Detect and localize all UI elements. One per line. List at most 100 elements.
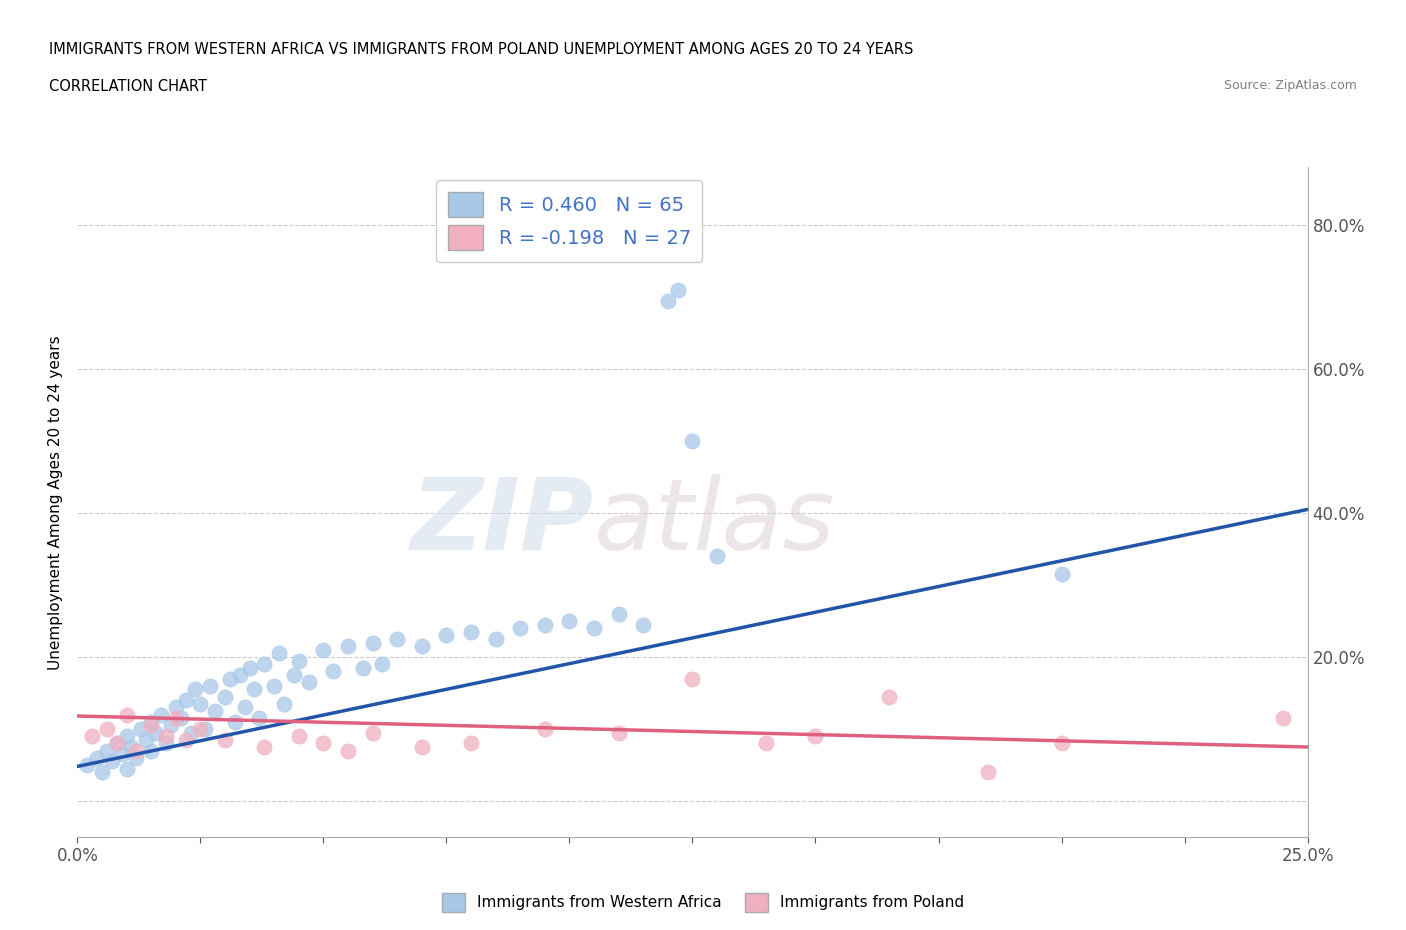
Point <box>121 739 143 754</box>
Point <box>150 707 173 722</box>
Point <box>228 668 252 683</box>
Point <box>337 639 360 654</box>
Point <box>233 700 256 715</box>
Point <box>361 725 384 740</box>
Point <box>125 743 148 758</box>
Point <box>165 711 187 725</box>
Point <box>1050 736 1073 751</box>
Point <box>115 729 138 744</box>
Point <box>312 643 335 658</box>
Point <box>96 743 118 758</box>
Point <box>269 646 291 661</box>
Point <box>298 675 321 690</box>
Point <box>188 722 212 737</box>
Point <box>755 736 778 751</box>
Point <box>86 751 108 765</box>
Point <box>155 736 177 751</box>
Point <box>385 631 409 646</box>
Text: IMMIGRANTS FROM WESTERN AFRICA VS IMMIGRANTS FROM POLAND UNEMPLOYMENT AMONG AGES: IMMIGRANTS FROM WESTERN AFRICA VS IMMIGR… <box>49 42 914 57</box>
Point <box>115 707 138 722</box>
Point <box>283 668 305 683</box>
Point <box>188 697 212 711</box>
Point <box>115 761 138 776</box>
Point <box>204 704 226 719</box>
Point <box>96 722 118 737</box>
Text: atlas: atlas <box>595 473 835 571</box>
Point <box>160 718 183 733</box>
Point <box>485 631 508 646</box>
Point <box>509 620 531 635</box>
Point <box>165 700 187 715</box>
Point <box>76 758 98 773</box>
Point <box>411 739 433 754</box>
Point <box>804 729 827 744</box>
Point <box>145 725 167 740</box>
Point <box>194 722 217 737</box>
Point <box>633 618 655 632</box>
Point <box>436 628 458 643</box>
Point <box>534 618 557 632</box>
Point <box>352 660 374 675</box>
Point <box>607 606 630 621</box>
Point <box>1050 566 1073 581</box>
Point <box>558 614 581 629</box>
Point <box>583 620 606 635</box>
Legend: Immigrants from Western Africa, Immigrants from Poland: Immigrants from Western Africa, Immigran… <box>436 887 970 918</box>
Point <box>141 718 163 733</box>
Point <box>200 678 222 693</box>
Point <box>184 682 207 697</box>
Point <box>214 732 236 747</box>
Text: Source: ZipAtlas.com: Source: ZipAtlas.com <box>1223 79 1357 92</box>
Point <box>607 725 630 740</box>
Point <box>82 729 104 744</box>
Point <box>879 689 901 704</box>
Point <box>682 433 704 448</box>
Point <box>312 736 335 751</box>
Point <box>141 743 163 758</box>
Point <box>224 714 246 729</box>
Point <box>273 697 295 711</box>
Point <box>253 739 276 754</box>
Point <box>288 729 311 744</box>
Point <box>141 714 163 729</box>
Point <box>657 293 679 308</box>
Point <box>180 725 202 740</box>
Point <box>977 764 1000 779</box>
Point <box>219 671 242 686</box>
Text: CORRELATION CHART: CORRELATION CHART <box>49 79 207 94</box>
Point <box>90 764 114 779</box>
Point <box>322 664 344 679</box>
Point <box>253 657 276 671</box>
Point <box>371 657 394 671</box>
Point <box>155 729 177 744</box>
Point <box>666 283 689 298</box>
Point <box>174 732 197 747</box>
Legend: R = 0.460   N = 65, R = -0.198   N = 27: R = 0.460 N = 65, R = -0.198 N = 27 <box>436 180 703 261</box>
Text: ZIP: ZIP <box>411 473 595 571</box>
Point <box>288 653 311 668</box>
Point <box>111 747 132 762</box>
Point <box>682 671 704 686</box>
Point <box>239 660 262 675</box>
Point <box>135 732 157 747</box>
Point <box>337 743 360 758</box>
Point <box>214 689 236 704</box>
Point <box>105 736 128 751</box>
Point <box>460 624 482 639</box>
Point <box>1272 711 1295 725</box>
Point <box>249 711 271 725</box>
Point <box>411 639 433 654</box>
Point <box>174 693 197 708</box>
Point <box>361 635 384 650</box>
Point <box>706 549 728 564</box>
Point <box>105 736 128 751</box>
Point <box>460 736 482 751</box>
Point <box>534 722 557 737</box>
Point <box>263 678 285 693</box>
Point <box>170 711 193 725</box>
Point <box>125 751 148 765</box>
Point <box>243 682 266 697</box>
Point <box>129 722 153 737</box>
Point <box>101 754 124 769</box>
Y-axis label: Unemployment Among Ages 20 to 24 years: Unemployment Among Ages 20 to 24 years <box>48 335 63 670</box>
